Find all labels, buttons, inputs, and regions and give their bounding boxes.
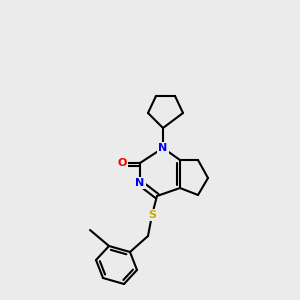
- Text: N: N: [158, 143, 168, 153]
- Text: O: O: [117, 158, 127, 168]
- Text: S: S: [148, 210, 156, 220]
- Text: N: N: [135, 178, 145, 188]
